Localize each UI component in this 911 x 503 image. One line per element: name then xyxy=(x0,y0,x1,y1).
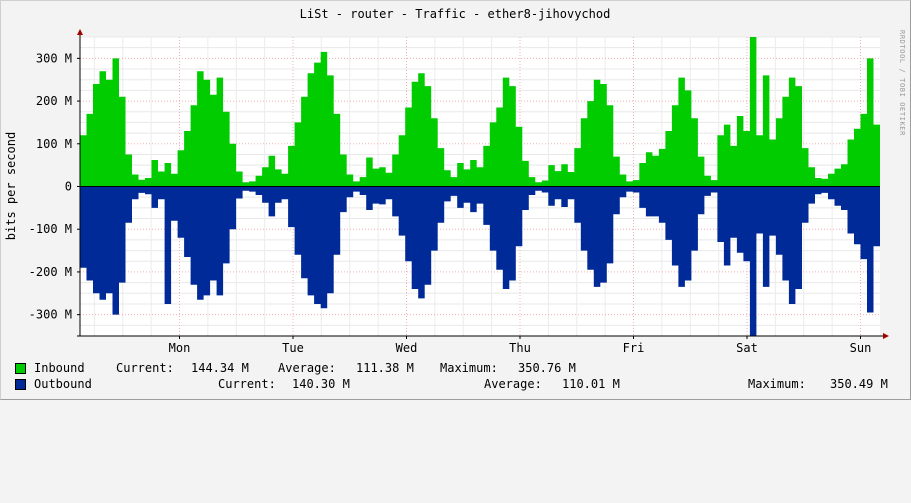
y-tick-label: -200 M xyxy=(29,265,72,279)
outbound-current-value: 140.30 M xyxy=(292,377,350,391)
legend-row-inbound: Inbound Current: 144.34 M Average: 111.3… xyxy=(0,361,576,377)
inbound-maximum-value: 350.76 M xyxy=(518,361,576,375)
x-ticks: Mon Tue Wed Thu Fri Sat Sun xyxy=(169,336,872,355)
y-tick-label: -300 M xyxy=(29,308,72,322)
inbound-swatch xyxy=(15,363,26,374)
x-tick-label: Thu xyxy=(509,341,531,355)
y-tick-label: 100 M xyxy=(36,137,72,151)
axes xyxy=(77,29,889,339)
inbound-average-label: Average: xyxy=(278,361,336,375)
x-axis-arrow xyxy=(883,333,889,339)
y-tick-label: -100 M xyxy=(29,222,72,236)
rrdtool-watermark: RRDTOOL / TOBI OETIKER xyxy=(898,30,906,136)
outbound-maximum-value: 350.49 M xyxy=(830,377,888,391)
series-layer xyxy=(80,37,880,336)
series-area-inbound xyxy=(80,37,880,187)
outbound-swatch xyxy=(15,379,26,390)
x-tick-label: Mon xyxy=(169,341,191,355)
x-tick-label: Fri xyxy=(623,341,645,355)
x-tick-label: Sun xyxy=(850,341,872,355)
chart-title: LiSt - router - Traffic - ether8-jihovyc… xyxy=(300,7,611,21)
series-area-outbound xyxy=(80,186,880,336)
x-tick-label: Wed xyxy=(396,341,418,355)
outbound-current-label: Current: xyxy=(218,377,276,391)
outbound-name: Outbound xyxy=(34,377,92,391)
legend-row-outbound: Outbound Current: 140.30 M Average: 110.… xyxy=(0,377,888,393)
outbound-maximum-label: Maximum: xyxy=(748,377,806,391)
inbound-average-value: 111.38 M xyxy=(356,361,414,375)
y-axis-arrow xyxy=(77,29,83,35)
x-tick-label: Sat xyxy=(736,341,758,355)
y-axis-label: bits per second xyxy=(4,132,18,240)
inbound-name: Inbound xyxy=(34,361,85,375)
outbound-average-value: 110.01 M xyxy=(562,377,620,391)
inbound-current-label: Current: xyxy=(116,361,174,375)
y-ticks: 300 M 200 M 100 M 0 -100 M -200 M -300 M xyxy=(29,51,80,322)
traffic-chart: LiSt - router - Traffic - ether8-jihovyc… xyxy=(4,7,906,355)
y-tick-label: 300 M xyxy=(36,51,72,65)
x-tick-label: Tue xyxy=(282,341,304,355)
inbound-maximum-label: Maximum: xyxy=(440,361,498,375)
y-tick-label: 200 M xyxy=(36,94,72,108)
inbound-current-value: 144.34 M xyxy=(191,361,249,375)
y-tick-label: 0 xyxy=(65,180,72,194)
outbound-average-label: Average: xyxy=(484,377,542,391)
